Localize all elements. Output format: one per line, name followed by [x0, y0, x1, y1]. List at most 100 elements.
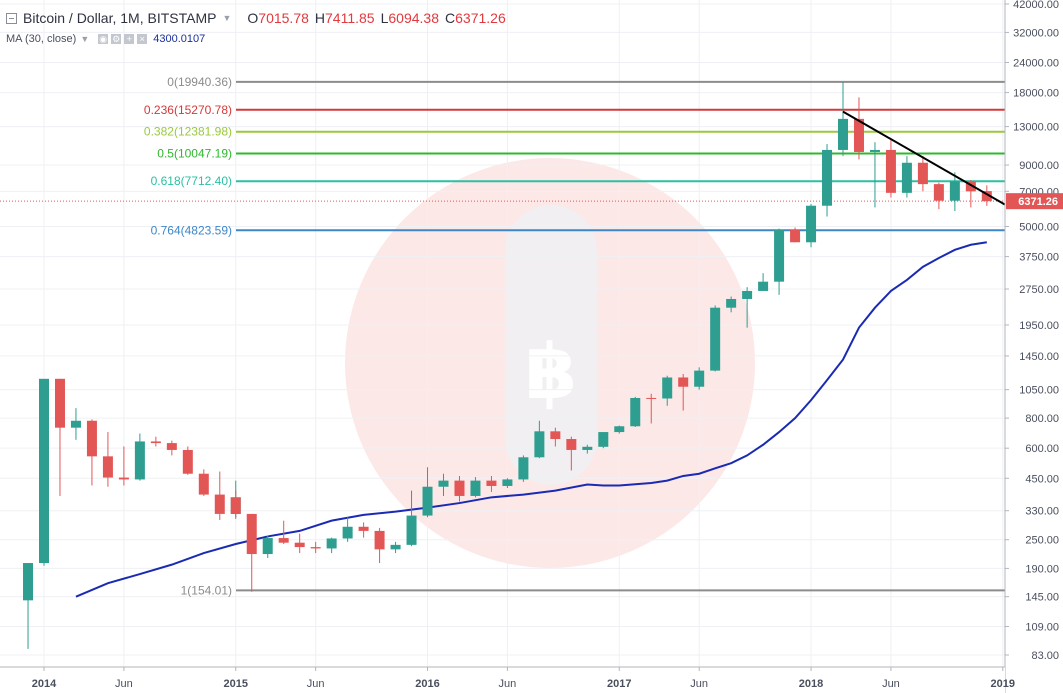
fib-level-label: 0.618(7712.40): [151, 174, 232, 188]
high-label: H: [314, 10, 326, 26]
fib-level-label: 0.236(15270.78): [144, 103, 232, 117]
candle-body: [118, 477, 129, 480]
candle-body: [630, 397, 641, 427]
watermark-bitcoin-icon: ฿: [525, 327, 578, 416]
candle-body: [406, 515, 417, 545]
candle-body: [86, 420, 97, 457]
y-tick-label: 1050.00: [1019, 385, 1059, 397]
candle-body: [454, 480, 465, 496]
x-tick-label: 2016: [415, 678, 439, 690]
candle-body: [102, 456, 113, 478]
candle-body: [933, 184, 944, 201]
x-tick-label: Jun: [499, 678, 517, 690]
candle-body: [566, 439, 577, 450]
candle-body: [374, 530, 385, 550]
candle-body: [806, 205, 817, 243]
trend-line: [842, 110, 1006, 206]
x-axis-panel: [0, 667, 1005, 693]
open-label: O: [247, 10, 259, 26]
candle-body: [518, 457, 529, 480]
candle-body: [853, 118, 864, 152]
candle-body: [790, 229, 801, 243]
high-value: 7411.85: [325, 10, 375, 26]
candle-body: [917, 162, 928, 185]
x-tick-label: 2019: [991, 678, 1015, 690]
candle-body: [550, 431, 561, 440]
candle-body: [614, 426, 625, 433]
close-icon[interactable]: ×: [137, 34, 148, 44]
chevron-down-icon[interactable]: ▼: [222, 13, 232, 23]
candle-body: [678, 377, 689, 387]
watermark-lock-icon: [505, 205, 597, 485]
open-value: 7015.78: [258, 10, 309, 26]
candle-body: [662, 377, 673, 399]
candle-body: [54, 378, 65, 428]
candle-body: [646, 397, 657, 399]
close-label: C: [445, 10, 456, 26]
candle-body: [981, 191, 992, 202]
candle-body: [23, 563, 34, 601]
symbol-title[interactable]: Bitcoin / Dollar, 1M, BITSTAMP: [23, 10, 217, 26]
low-value: 6094.38: [388, 10, 439, 26]
candle-body: [694, 370, 705, 387]
candle-body: [358, 526, 369, 531]
fib-level-label: 0.382(12381.98): [144, 125, 232, 139]
y-tick-label: 145.00: [1025, 592, 1059, 604]
candle-body: [438, 480, 449, 487]
candle-body: [949, 181, 960, 201]
candle-body: [39, 378, 49, 564]
x-tick-label: Jun: [690, 678, 708, 690]
y-tick-label: 250.00: [1025, 535, 1059, 547]
candle-body: [774, 229, 785, 282]
candle-body: [278, 538, 289, 543]
candle-body: [182, 449, 193, 474]
candle-body: [294, 542, 305, 548]
candle-body: [822, 149, 833, 206]
candle-body: [742, 290, 753, 299]
candle-body: [246, 513, 257, 555]
eye-icon[interactable]: ◉: [98, 34, 109, 44]
candle-body: [326, 538, 337, 549]
settings-icon[interactable]: ⚙: [111, 34, 122, 44]
candle-body: [150, 441, 161, 444]
candle-body: [869, 149, 880, 152]
y-tick-label: 24000.00: [1013, 58, 1059, 70]
candle-body: [390, 544, 401, 550]
candle-body: [838, 118, 848, 150]
candle-body: [134, 441, 145, 480]
x-tick-label: Jun: [307, 678, 325, 690]
ma-indicator-value: 4300.0107: [153, 33, 206, 45]
chart-header: Bitcoin / Dollar, 1M, BITSTAMP ▼ O 7015.…: [6, 8, 506, 28]
collapse-legend-icon[interactable]: [6, 12, 17, 24]
candle-body: [582, 446, 593, 450]
candle-body: [230, 497, 241, 514]
candle-body: [965, 181, 976, 192]
y-tick-label: 600.00: [1025, 443, 1059, 455]
candle-body: [166, 443, 177, 450]
candle-body: [198, 473, 209, 495]
candle-body: [262, 538, 273, 555]
y-tick-label: 18000.00: [1013, 88, 1059, 100]
close-value: 6371.26: [455, 10, 506, 26]
candle-body: [710, 307, 721, 371]
plus-icon[interactable]: +: [124, 34, 135, 44]
y-tick-label: 83.00: [1031, 650, 1059, 662]
y-tick-label: 5000.00: [1019, 222, 1059, 234]
chevron-down-icon[interactable]: ▼: [80, 34, 90, 44]
candle-body: [470, 480, 481, 496]
candle-body: [310, 547, 321, 549]
y-tick-label: 330.00: [1025, 506, 1059, 518]
x-tick-label: Jun: [115, 678, 133, 690]
y-tick-label: 109.00: [1025, 622, 1059, 634]
last-price-value: 6371.26: [1018, 196, 1058, 208]
ma-indicator-label[interactable]: MA (30, close): [6, 33, 77, 45]
ma-30-line: [75, 241, 987, 598]
candle-body: [70, 420, 81, 428]
candle-body: [486, 480, 497, 486]
x-tick-label: 2014: [32, 678, 57, 690]
candle-body: [901, 162, 912, 193]
indicator-legend: MA (30, close) ▼ ◉ ⚙ + × 4300.0107: [6, 31, 205, 47]
y-tick-label: 1950.00: [1019, 320, 1059, 332]
y-tick-label: 1450.00: [1019, 351, 1059, 363]
